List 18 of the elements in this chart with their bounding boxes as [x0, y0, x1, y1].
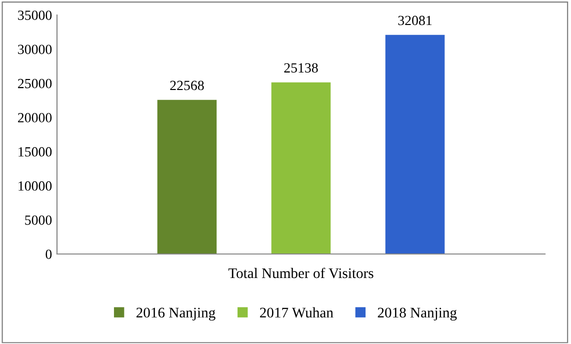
- y-tick-label: 25000: [18, 78, 52, 88]
- y-tick-label: 15000: [18, 147, 52, 157]
- bar: [385, 34, 445, 254]
- legend-label: 2016 Nanjing: [136, 308, 216, 321]
- bar: [271, 82, 331, 254]
- y-tick-label: 30000: [18, 44, 52, 54]
- y-tick-label: 10000: [18, 181, 52, 191]
- data-label: 25138: [284, 63, 318, 73]
- y-tick-label: 0: [46, 250, 52, 259]
- legend-label: 2018 Nanjing: [378, 308, 457, 321]
- x-tick-label: Total Number of Visitors: [228, 268, 374, 278]
- legend-label: 2017 Wuhan: [260, 307, 334, 318]
- y-tick-label: 20000: [18, 113, 52, 122]
- bar: [157, 100, 217, 254]
- y-tick-label: 35000: [18, 10, 52, 20]
- data-label: 22568: [170, 80, 204, 90]
- y-tick-label: 5000: [25, 215, 52, 225]
- data-label: 32081: [398, 16, 432, 26]
